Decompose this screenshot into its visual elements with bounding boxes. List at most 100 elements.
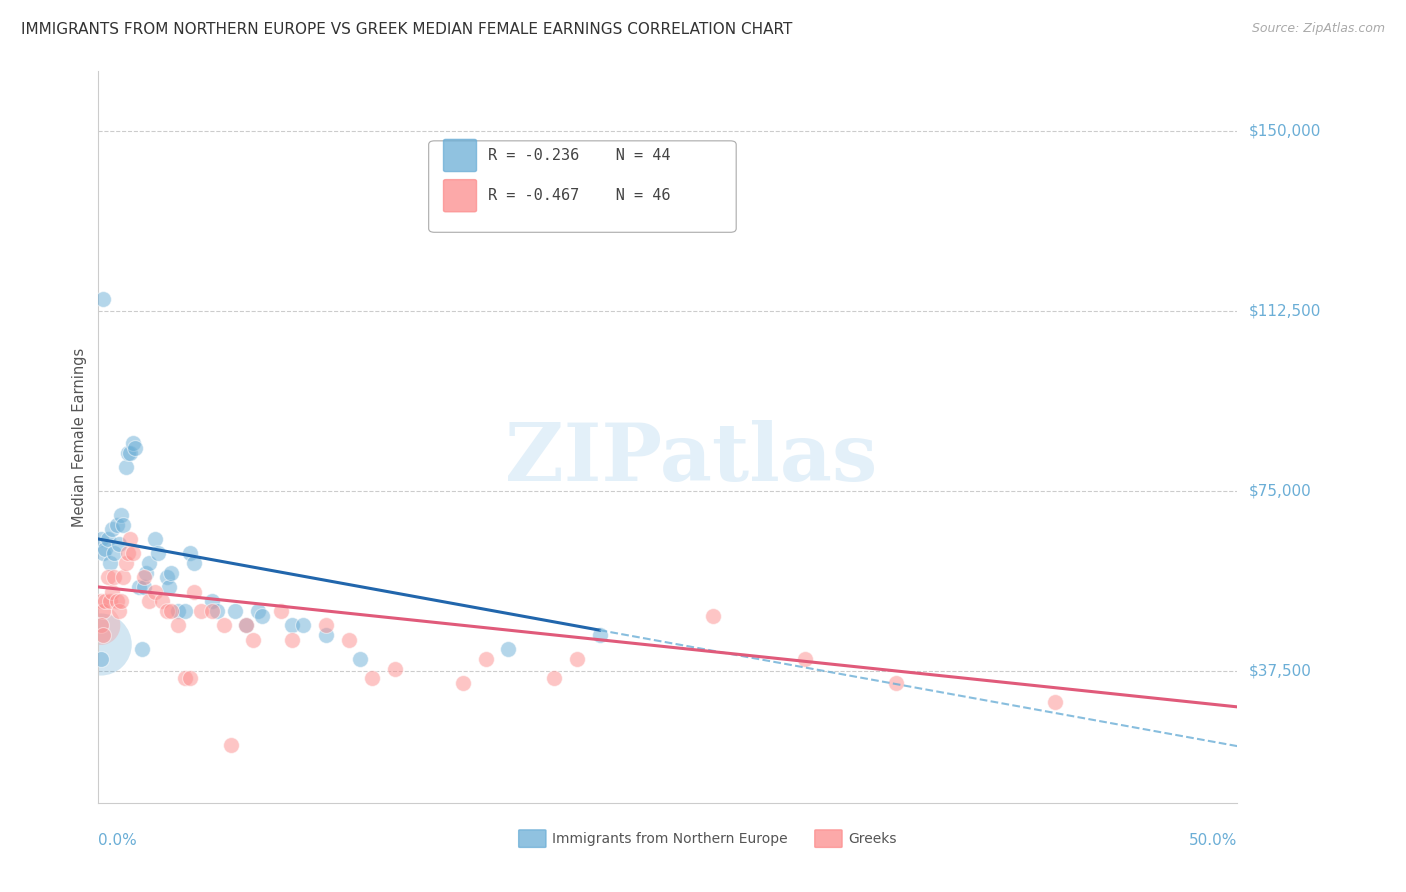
Point [160, 566, 183, 580]
Text: $37,500: $37,500 [1249, 664, 1312, 679]
Point [315, 618, 337, 632]
Point [179, 546, 201, 560]
Point [167, 618, 190, 632]
Point [98, 594, 121, 608]
Point [101, 584, 124, 599]
FancyBboxPatch shape [429, 141, 737, 232]
Point [94, 594, 117, 608]
Point [108, 537, 131, 551]
Point [117, 546, 139, 560]
Point [110, 508, 132, 522]
Point [270, 604, 292, 618]
Point [219, 738, 242, 752]
Point [124, 441, 146, 455]
Point [121, 546, 143, 560]
Point [565, 652, 588, 666]
Point [98, 556, 121, 570]
Text: R = -0.467    N = 46: R = -0.467 N = 46 [488, 188, 671, 203]
Text: 0.0%: 0.0% [98, 833, 138, 848]
Point [91, 292, 114, 306]
FancyBboxPatch shape [519, 830, 546, 847]
Text: $75,000: $75,000 [1249, 483, 1312, 499]
Point [132, 570, 155, 584]
Point [201, 594, 224, 608]
Point [337, 632, 360, 647]
Point [281, 618, 304, 632]
Point [131, 642, 153, 657]
Point [498, 642, 520, 657]
Point [156, 570, 179, 584]
Point [246, 604, 269, 618]
Point [120, 445, 142, 459]
Point [451, 676, 474, 690]
Point [145, 584, 167, 599]
Point [384, 661, 406, 675]
Text: Immigrants from Northern Europe: Immigrants from Northern Europe [551, 831, 787, 846]
Point [90, 652, 112, 666]
Point [96, 570, 118, 584]
Point [105, 594, 128, 608]
Point [212, 618, 235, 632]
Point [94, 541, 117, 556]
Point [292, 618, 315, 632]
Point [114, 556, 136, 570]
Point [702, 608, 724, 623]
Text: 50.0%: 50.0% [1189, 833, 1237, 848]
Text: $150,000: $150,000 [1249, 124, 1320, 139]
Point [103, 570, 125, 584]
Point [156, 604, 179, 618]
Point [183, 584, 205, 599]
Point [190, 604, 212, 618]
Point [183, 556, 205, 570]
Point [91, 604, 114, 618]
Point [145, 532, 167, 546]
Point [91, 628, 114, 642]
Point [160, 604, 183, 618]
Point [252, 608, 274, 623]
Point [884, 676, 907, 690]
Point [108, 604, 131, 618]
Text: $112,500: $112,500 [1249, 303, 1320, 318]
Point [242, 632, 264, 647]
Point [135, 566, 157, 580]
Point [112, 517, 135, 532]
Point [121, 436, 143, 450]
Y-axis label: Median Female Earnings: Median Female Earnings [72, 348, 87, 526]
Point [793, 652, 815, 666]
Point [281, 632, 304, 647]
Point [588, 628, 610, 642]
Point [90, 638, 112, 652]
Point [349, 652, 371, 666]
Point [543, 671, 565, 685]
Point [315, 628, 337, 642]
Point [150, 594, 173, 608]
Text: R = -0.236    N = 44: R = -0.236 N = 44 [488, 148, 671, 163]
Point [235, 618, 257, 632]
Text: ZIPatlas: ZIPatlas [505, 420, 877, 498]
Point [112, 570, 135, 584]
Point [1043, 695, 1066, 709]
Point [224, 604, 246, 618]
Point [138, 556, 160, 570]
FancyBboxPatch shape [814, 830, 842, 847]
Point [90, 618, 112, 632]
FancyBboxPatch shape [443, 179, 477, 211]
Point [235, 618, 257, 632]
Point [120, 532, 142, 546]
Point [96, 532, 118, 546]
Point [90, 594, 112, 608]
Text: Greeks: Greeks [848, 831, 896, 846]
Point [146, 546, 169, 560]
Point [179, 671, 201, 685]
Point [90, 618, 112, 632]
Point [167, 604, 190, 618]
Point [110, 594, 132, 608]
Point [128, 580, 150, 594]
Point [101, 523, 124, 537]
Point [114, 460, 136, 475]
Point [105, 517, 128, 532]
Point [174, 604, 197, 618]
Text: Source: ZipAtlas.com: Source: ZipAtlas.com [1251, 22, 1385, 36]
Point [138, 594, 160, 608]
Point [201, 604, 224, 618]
